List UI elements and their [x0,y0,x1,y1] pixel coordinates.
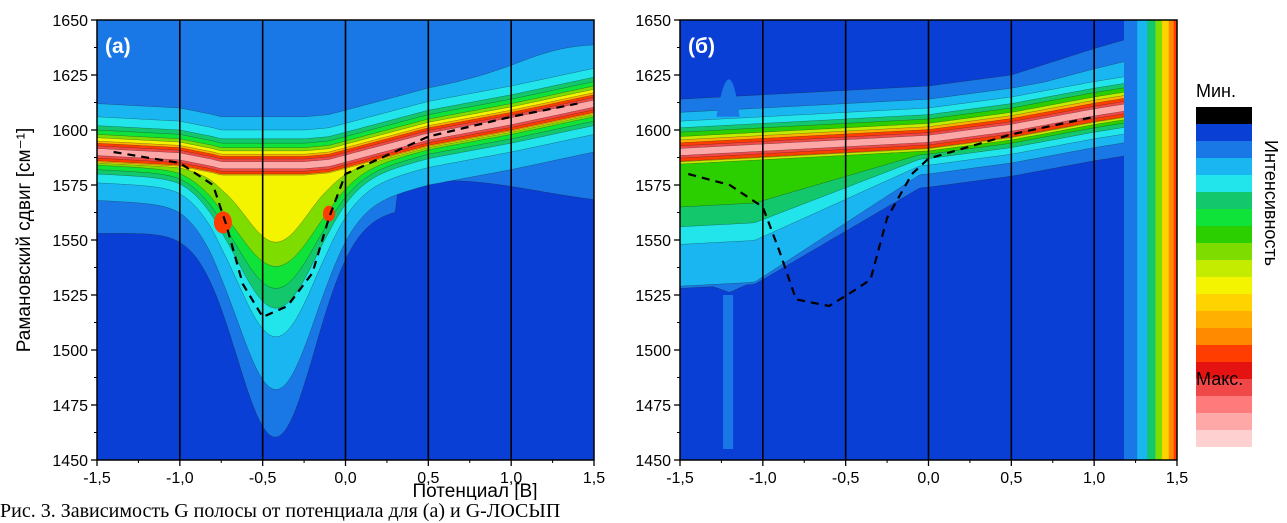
panel-a-xtick-label-1: -1,0 [166,470,194,487]
panel-b-ytick-label-7: 1625 [635,68,671,85]
colorbar-swatch-13 [1196,328,1252,345]
panel-b-xtick-label-1: -1,0 [749,470,777,487]
panel-b-xtick-label-2: -0,5 [832,470,860,487]
panel-a-label: (a) [105,35,131,58]
panel-b-top-spike [716,79,740,117]
colorbar-swatch-6 [1196,209,1252,226]
panel-b-xtick-label-0: -1,5 [666,470,694,487]
colorbar-swatch-8 [1196,243,1252,260]
panel-b-xtick-label-5: 1,0 [1083,470,1105,487]
panel-a: (a) -1,5 -1,0 -0,5 0,0 0,5 1,0 1,5 1450 1475 150… [52,13,605,487]
panel-a-xtick-label-5: 1,0 [500,470,522,487]
panel-a-ytick-label-0: 1450 [52,453,88,470]
panel-b-ytick-label-3: 1525 [635,288,671,305]
panel-b-ytick-label-4: 1550 [635,233,671,250]
panel-b-ytick-label-2: 1500 [635,343,671,360]
colorbar-title: Интенсивность [1261,140,1281,266]
panel-a-ytick-label-4: 1550 [52,233,88,250]
panel-b-vertical-lines [762,20,1095,460]
panel-a-xtick-label-0: -1,5 [83,470,111,487]
panel-b-edge-band-6 [1173,20,1177,460]
panel-b-dashed-curve [688,115,1095,308]
colorbar-min-label: Мин. [1196,81,1236,101]
panel-b-ytick-label-8: 1650 [635,13,671,30]
panel-b-ytick-label-0: 1450 [635,453,671,470]
panel-b-ytick-label-5: 1575 [635,178,671,195]
panel-a-ytick-label-2: 1500 [52,343,88,360]
colorbar-swatch-11 [1196,294,1252,311]
panel-b-y-ticks: 1450 1475 1500 1525 1550 1575 1600 1625 1650 [635,13,680,470]
panel-b-ytick-label-6: 1600 [635,123,671,140]
colorbar-swatch-2 [1196,141,1252,158]
colorbar-swatch-1 [1196,124,1252,141]
panel-a-xtick-label-6: 1,5 [583,470,605,487]
panel-a-xtick-label-3: 0,0 [334,470,356,487]
colorbar-swatch-7 [1196,226,1252,243]
panel-a-hotspot-left [213,211,232,234]
panel-a-y-ticks: 1450 1475 1500 1525 1550 1575 1600 1625 1650 [52,13,97,470]
colorbar-swatch-15 [1196,362,1252,379]
y-axis-label: Рамановский сдвиг [см⁻¹] [14,128,35,352]
colorbar-swatch-19 [1196,430,1252,447]
panel-b-ytick-label-1: 1475 [635,398,671,415]
colorbar-swatch-16 [1196,379,1252,396]
panel-b-contour-level-9 [680,95,1177,156]
colorbar-swatch-5 [1196,192,1252,209]
panel-a-xtick-label-2: -0,5 [249,470,277,487]
colorbar-max-label: Макс. [1196,369,1243,389]
figure: (a) -1,5 -1,0 -0,5 0,0 0,5 1,0 1,5 1450 1475 150… [14,13,1281,500]
colorbar-swatch-18 [1196,413,1252,430]
panel-a-ytick-label-1: 1475 [52,398,88,415]
panel-a-contour-level-10 [97,99,594,169]
panel-a-ytick-label-8: 1650 [52,13,88,30]
panel-b-streak [723,295,734,449]
colorbar-swatch-14 [1196,345,1252,362]
panel-b-edge-band-5 [1168,20,1177,460]
colorbar: Мин. Макс. Интенсивность [1196,81,1281,447]
panel-b-xtick-label-6: 1,5 [1166,470,1188,487]
colorbar-swatch-9 [1196,260,1252,277]
colorbar-swatch-10 [1196,277,1252,294]
panel-a-vertical-lines [179,20,512,460]
panel-a-ytick-label-6: 1600 [52,123,88,140]
panel-b-xtick-label-3: 0,0 [917,470,939,487]
colorbar-swatch-3 [1196,158,1252,175]
colorbar-swatch-12 [1196,311,1252,328]
panel-a-ytick-label-3: 1525 [52,288,88,305]
panel-b-label: (б) [688,35,715,58]
colorbar-swatches [1196,107,1252,447]
panel-a-xtick-label-4: 0,5 [417,470,439,487]
figure-caption: Рис. 3. Зависимость G полосы от потенциа… [0,500,561,522]
x-axis-label: Потенциал [В] [412,481,537,500]
panel-b-xtick-label-4: 0,5 [1000,470,1022,487]
colorbar-swatch-0 [1196,107,1252,124]
panel-b-x-ticks: -1,5 -1,0 -0,5 0,0 0,5 1,0 1,5 [666,460,1188,487]
colorbar-swatch-17 [1196,396,1252,413]
panel-b: (б) -1,5 -1,0 -0,5 0,0 0,5 1,0 1,5 1450 1475 150… [635,13,1188,487]
panel-a-ytick-label-5: 1575 [52,178,88,195]
panel-a-ytick-label-7: 1625 [52,68,88,85]
panel-a-contour-level-7 [97,92,594,176]
colorbar-swatch-4 [1196,175,1252,192]
panel-a-x-ticks: -1,5 -1,0 -0,5 0,0 0,5 1,0 1,5 [83,460,605,487]
